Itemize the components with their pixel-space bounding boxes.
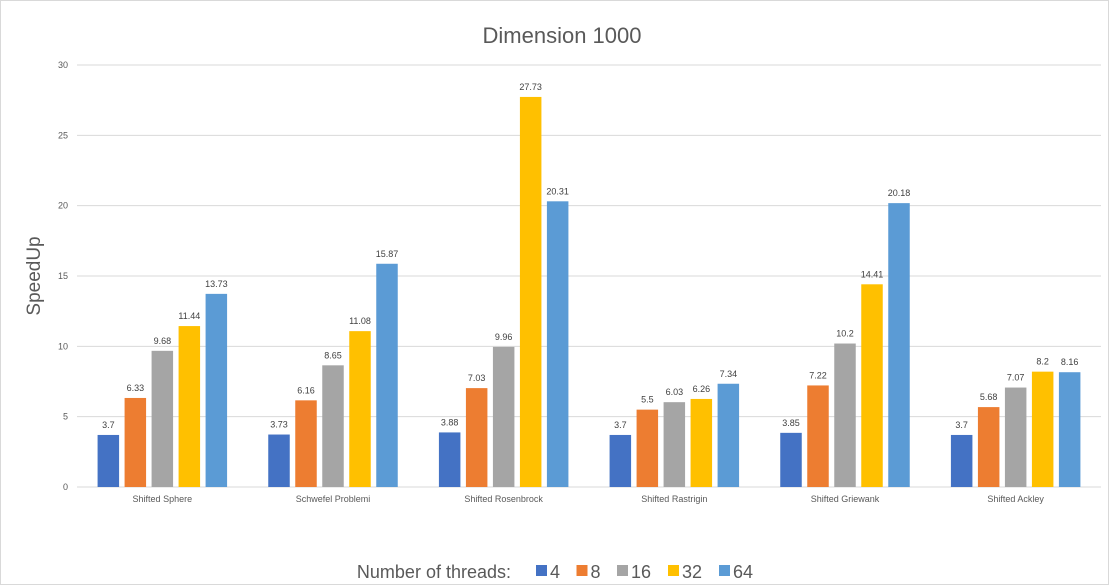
data-label: 14.41 (861, 269, 884, 279)
data-label: 11.44 (178, 311, 200, 321)
bar (807, 385, 829, 487)
data-label: 20.31 (546, 186, 569, 196)
bar (268, 434, 290, 487)
legend: Number of threads: 4 8 16 32 64 (357, 562, 753, 582)
x-tick-label: Shifted Sphere (133, 494, 193, 504)
bar (609, 434, 632, 487)
bar (349, 331, 371, 487)
data-label: 3.7 (614, 420, 627, 430)
legend-items: 4 8 16 32 64 (536, 562, 753, 582)
bar (295, 400, 317, 487)
data-label: 8.2 (1036, 357, 1049, 367)
data-label: 11.08 (349, 316, 371, 326)
bar (861, 284, 883, 487)
data-label: 6.16 (297, 385, 315, 395)
y-tick-label: 5 (63, 412, 68, 422)
y-tick-label: 15 (58, 271, 68, 281)
data-label: 3.85 (782, 418, 800, 428)
bar (322, 365, 344, 487)
legend-title: Number of threads: (357, 562, 511, 582)
x-tick-label: Shifted Ackley (987, 494, 1044, 504)
data-label: 8.16 (1061, 357, 1079, 367)
x-tick-label: Shifted Griewank (811, 494, 880, 504)
x-axis-ticks: Shifted Sphere Schwefel Problemi Shifted R… (133, 494, 1045, 504)
data-label: 20.18 (888, 188, 911, 198)
legend-label: 8 (591, 562, 601, 582)
data-label: 6.33 (127, 383, 145, 393)
bar (950, 434, 973, 487)
data-label: 8.65 (324, 350, 342, 360)
bars (97, 96, 1081, 487)
bar (124, 397, 147, 487)
bar (178, 326, 201, 487)
legend-label: 32 (682, 562, 702, 582)
legend-swatch (576, 565, 588, 576)
data-label: 15.87 (376, 249, 399, 259)
data-label: 3.7 (955, 420, 968, 430)
data-label: 13.73 (205, 279, 228, 289)
data-label: 27.73 (519, 82, 542, 92)
legend-swatch (536, 565, 547, 576)
bar (1031, 371, 1054, 487)
bar (546, 201, 569, 487)
bar (663, 402, 686, 487)
data-label: 5.5 (641, 395, 654, 405)
data-label: 9.96 (495, 332, 513, 342)
data-label: 7.07 (1007, 373, 1025, 383)
data-label: 6.26 (693, 384, 711, 394)
data-label: 5.68 (980, 392, 998, 402)
data-labels: 3.7 6.33 9.68 11.44 13.73 3.73 6.16 8.65 11.08 15… (102, 82, 1078, 430)
bar (636, 409, 659, 487)
legend-label: 4 (550, 562, 560, 582)
bar (465, 388, 488, 487)
x-tick-label: Schwefel Problemi (296, 494, 371, 504)
y-axis-ticks: 0 5 10 15 20 25 30 (58, 60, 68, 492)
data-label: 3.7 (102, 420, 115, 430)
bar (780, 432, 802, 487)
bar (205, 293, 228, 487)
bar (97, 434, 120, 487)
bar (888, 203, 910, 487)
data-label: 10.2 (836, 329, 854, 339)
y-tick-label: 25 (58, 130, 68, 140)
bar (977, 407, 1000, 487)
legend-swatch (668, 565, 679, 576)
data-label: 7.22 (809, 370, 827, 380)
chart-title: Dimension 1000 (483, 23, 642, 48)
x-tick-label: Shifted Rosenbrock (464, 494, 543, 504)
bar (1058, 372, 1081, 487)
bar (690, 398, 713, 487)
data-label: 6.03 (666, 387, 684, 397)
bar (492, 346, 515, 487)
gridlines (77, 64, 1101, 488)
data-label: 7.34 (720, 369, 738, 379)
y-tick-label: 0 (63, 482, 68, 492)
y-axis-title: SpeedUp (24, 236, 45, 315)
bar (151, 350, 174, 487)
legend-label: 64 (733, 562, 753, 582)
legend-swatch (617, 565, 628, 576)
legend-swatch (719, 565, 730, 576)
bar (519, 96, 542, 487)
bar (1004, 387, 1027, 487)
y-tick-label: 20 (58, 201, 68, 211)
data-label: 7.03 (468, 373, 486, 383)
bar (438, 432, 461, 487)
x-tick-label: Shifted Rastrigin (641, 494, 707, 504)
data-label: 3.88 (441, 417, 459, 427)
y-tick-label: 10 (58, 341, 68, 351)
legend-label: 16 (631, 562, 651, 582)
data-label: 9.68 (154, 336, 172, 346)
bar (717, 383, 740, 487)
y-tick-label: 30 (58, 60, 68, 70)
bar (376, 263, 398, 487)
bar (834, 343, 856, 487)
data-label: 3.73 (270, 420, 288, 430)
